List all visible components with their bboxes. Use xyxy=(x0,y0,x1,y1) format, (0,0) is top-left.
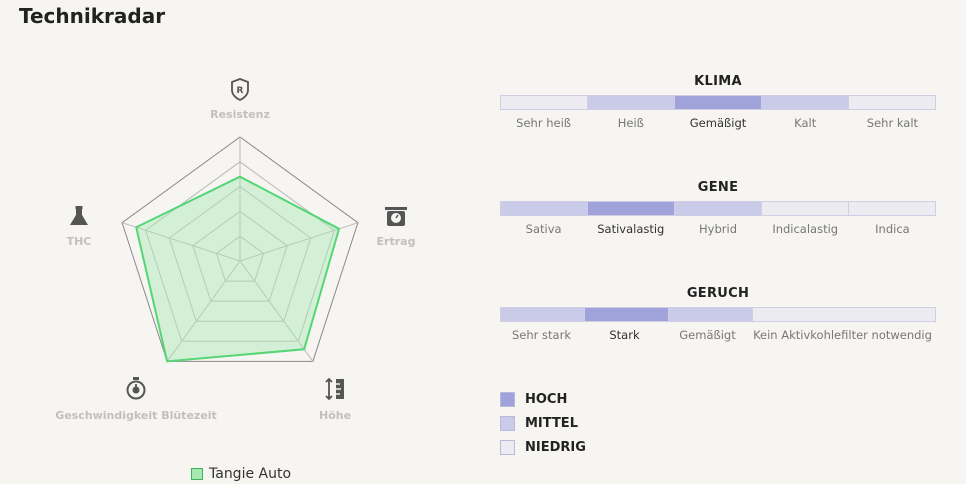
scale-segment xyxy=(501,96,588,109)
scale-bar xyxy=(500,201,936,216)
scale-option-label: Stark xyxy=(609,328,640,342)
grid-spoke xyxy=(166,260,241,362)
scale-title: GERUCH xyxy=(686,286,750,301)
scale-segment xyxy=(849,202,935,215)
scale-bar xyxy=(500,307,936,322)
axis-label: THC xyxy=(67,235,92,248)
grid-ring xyxy=(215,235,265,282)
legend-label: Tangie Auto xyxy=(209,466,292,482)
key-swatch xyxy=(500,440,515,455)
axis-label: Geschwindigkeit Blütezeit xyxy=(55,409,217,422)
scale-option-label: Sehr stark xyxy=(512,328,571,342)
scale-gene: GENE Sativa Sativalastig Hybrid Indicalasti… xyxy=(500,180,936,236)
scale-title: GENE xyxy=(697,180,739,195)
shield-r-icon: R xyxy=(231,78,249,102)
scale-segment xyxy=(675,96,762,109)
scale-klima: KLIMA Sehr heiß Heiß Gemäßigt Kalt Sehr kalt xyxy=(500,74,936,130)
page-title: Technikradar xyxy=(19,4,166,28)
scale-option-label: Indica xyxy=(875,222,910,236)
scale-segment xyxy=(849,96,935,109)
grid-ring xyxy=(192,210,288,302)
axis-label: Resistenz xyxy=(210,108,270,121)
grid-spoke xyxy=(121,222,241,262)
scale-option-label: Sativalastig xyxy=(597,222,665,236)
key-swatch xyxy=(500,416,515,431)
chart-legend[interactable]: Tangie Auto xyxy=(191,466,291,482)
height-ruler-icon xyxy=(325,377,344,401)
scale-segment xyxy=(588,96,675,109)
series-area xyxy=(135,175,341,363)
key-mittel: MITTEL xyxy=(500,416,578,431)
key-label: HOCH xyxy=(525,392,568,407)
axis-label: Ertrag xyxy=(377,235,416,248)
key-label: NIEDRIG xyxy=(525,440,586,455)
scale-option-label: Sehr heiß xyxy=(516,116,572,130)
scale-bar xyxy=(500,95,936,110)
scale-option-label: Kalt xyxy=(794,116,817,130)
key-swatch xyxy=(500,392,515,407)
scale-segment xyxy=(585,308,669,321)
scale-labels: Sehr stark Stark Gemäßigt Kein Aktivkohlefi… xyxy=(500,328,936,342)
scale-option-label: Gemäßigt xyxy=(679,328,736,342)
scale-option-label: Kein Aktivkohlefilter notwendig xyxy=(753,328,932,342)
scale-segment xyxy=(762,96,849,109)
scale-geruch: GERUCH Sehr stark Stark Gemäßigt Kein Aktiv… xyxy=(500,286,936,342)
scale-segment xyxy=(762,202,849,215)
scale-option-label: Hybrid xyxy=(699,222,737,236)
key-niedrig: NIEDRIG xyxy=(500,440,586,455)
legend-swatch xyxy=(191,468,203,480)
scale-option-label: Gemäßigt xyxy=(689,116,747,130)
key-label: MITTEL xyxy=(525,416,578,431)
scale-option-label: Sativa xyxy=(525,222,562,236)
scale-labels: Sativa Sativalastig Hybrid Indicalastig Indi… xyxy=(500,222,936,236)
scale-option-label: Heiß xyxy=(617,116,644,130)
grid-ring xyxy=(121,136,359,362)
scale-segment xyxy=(588,202,675,215)
grid-ring xyxy=(168,185,312,322)
stopwatch-icon xyxy=(126,377,146,400)
flask-icon xyxy=(70,206,88,225)
scale-segment xyxy=(753,308,935,321)
scale-icon xyxy=(385,207,407,226)
svg-text:R: R xyxy=(237,86,244,96)
scale-segment xyxy=(669,308,753,321)
scale-option-label: Sehr kalt xyxy=(866,116,919,130)
scale-labels: Sehr heiß Heiß Gemäßigt Kalt Sehr kalt xyxy=(500,116,936,130)
scale-option-label: Indicalastig xyxy=(772,222,839,236)
scale-segment xyxy=(501,202,588,215)
scale-title: KLIMA xyxy=(694,74,742,89)
key-hoch: HOCH xyxy=(500,392,567,407)
scale-segment xyxy=(675,202,762,215)
scale-segment xyxy=(501,308,585,321)
grid-spoke xyxy=(239,260,314,362)
radar-chart: Resistenz Ertrag Höhe Geschwindigkeit Blüte… xyxy=(55,78,416,422)
axis-label: Höhe xyxy=(319,409,351,422)
